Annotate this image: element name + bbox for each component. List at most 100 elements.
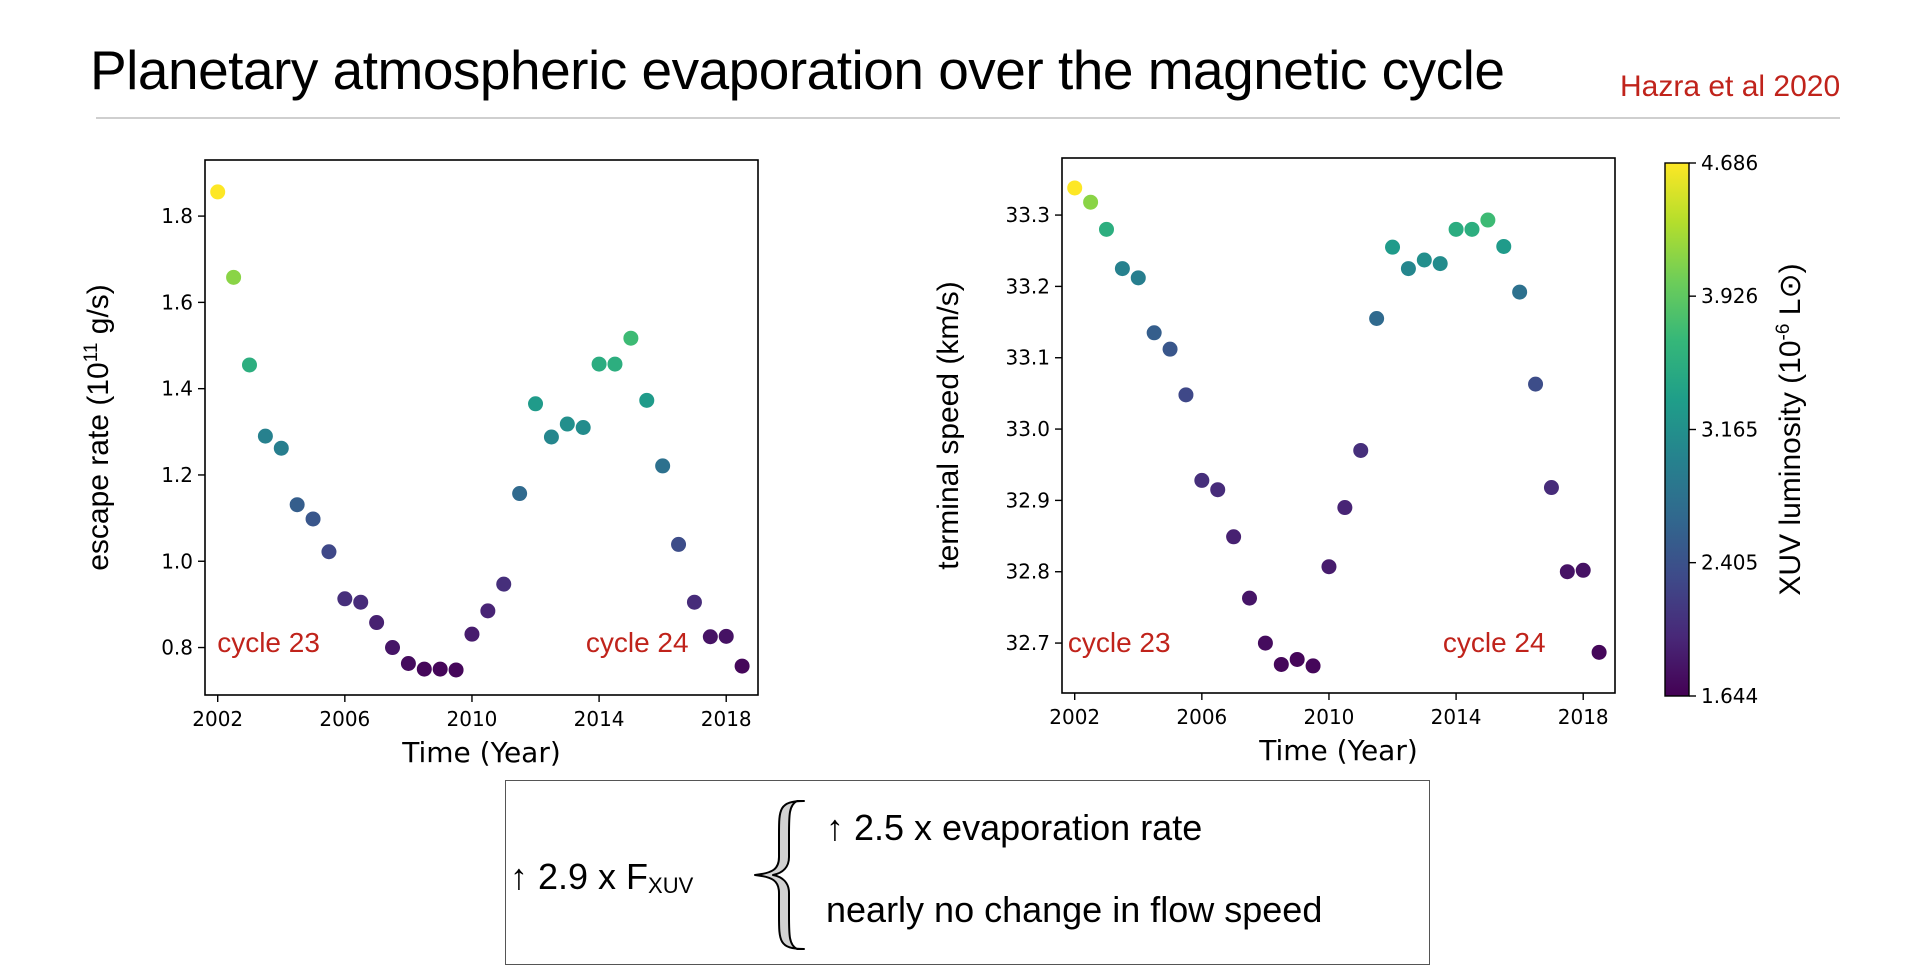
escape-data-point bbox=[448, 662, 464, 678]
escape-x-tick-label: 2006 bbox=[319, 707, 370, 731]
escape-data-point bbox=[337, 591, 353, 607]
escape-data-point bbox=[607, 356, 623, 372]
speed-data-point bbox=[1543, 480, 1559, 496]
escape-data-point bbox=[464, 626, 480, 642]
speed-data-point bbox=[1226, 529, 1242, 545]
escape-plot-frame bbox=[204, 159, 759, 696]
speed-data-point bbox=[1528, 376, 1544, 392]
escape-y-tick-label: 1.8 bbox=[161, 204, 193, 228]
speed-data-point bbox=[1114, 261, 1130, 277]
colorbar-tick-label: 4.686 bbox=[1701, 151, 1758, 175]
speed-y-tick-label: 33.0 bbox=[1005, 417, 1050, 441]
escape-y-axis-label: escape rate (1011 g/s) bbox=[81, 284, 115, 571]
escape-data-point bbox=[639, 392, 655, 408]
colorbar-label: XUV luminosity (10-6 L⊙) bbox=[1773, 263, 1807, 595]
escape-x-axis-label: Time (Year) bbox=[401, 736, 561, 769]
escape-x-tick-label: 2002 bbox=[192, 707, 243, 731]
speed-data-point bbox=[1448, 221, 1464, 237]
speed-data-point bbox=[1369, 311, 1385, 326]
speed-data-point bbox=[1464, 221, 1480, 237]
escape-y-tick-label: 1.2 bbox=[161, 463, 193, 487]
speed-y-axis-label: terminal speed (km/s) bbox=[932, 281, 965, 569]
speed-data-point bbox=[1098, 221, 1114, 237]
speed-y-tick-label: 33.3 bbox=[1005, 203, 1050, 227]
escape-data-point bbox=[226, 269, 242, 285]
escape-x-tick-label: 2014 bbox=[574, 707, 625, 731]
speed-y-tick-label: 32.7 bbox=[1005, 631, 1050, 655]
speed-x-axis-label: Time (Year) bbox=[1258, 734, 1418, 767]
colorbar bbox=[1664, 162, 1690, 697]
summary-box: ↑ 2.9 x FXUV ↑ 2.5 x evaporation rate ne… bbox=[505, 780, 1430, 965]
speed-x-tick-label: 2018 bbox=[1558, 705, 1609, 729]
escape-y-tick-label: 0.8 bbox=[161, 636, 193, 660]
escape-y-tick-label: 1.0 bbox=[161, 549, 193, 573]
speed-data-point bbox=[1575, 562, 1591, 578]
effect-flow-speed: nearly no change in flow speed bbox=[826, 889, 1323, 930]
escape-data-point bbox=[480, 603, 496, 619]
speed-y-tick-label: 33.1 bbox=[1005, 346, 1050, 370]
escape-data-point bbox=[543, 429, 559, 445]
speed-data-point bbox=[1496, 238, 1512, 254]
speed-data-point bbox=[1353, 442, 1369, 458]
speed-data-point bbox=[1210, 482, 1226, 498]
speed-x-tick-label: 2014 bbox=[1431, 705, 1482, 729]
colorbar-tick-label: 3.165 bbox=[1701, 418, 1758, 442]
escape-data-point bbox=[321, 544, 337, 560]
speed-y-tick-label: 32.9 bbox=[1005, 488, 1050, 512]
speed-data-point bbox=[1257, 635, 1273, 651]
escape-y-tick-label: 1.4 bbox=[161, 377, 193, 401]
speed-data-point bbox=[1242, 590, 1258, 606]
escape-annotation-cycle-24: cycle 24 bbox=[586, 627, 689, 658]
escape-data-point bbox=[385, 640, 401, 656]
speed-data-point bbox=[1559, 564, 1575, 580]
speed-data-point bbox=[1591, 644, 1607, 660]
escape-data-point bbox=[400, 656, 416, 672]
escape-data-point bbox=[528, 396, 544, 412]
escape-data-point bbox=[369, 615, 385, 631]
speed-data-point bbox=[1432, 256, 1448, 272]
speed-data-point bbox=[1146, 325, 1162, 341]
cause-subscript: XUV bbox=[648, 873, 694, 898]
speed-data-point bbox=[1512, 284, 1528, 300]
escape-data-point bbox=[432, 661, 448, 677]
speed-annotation-cycle-24: cycle 24 bbox=[1443, 627, 1546, 658]
speed-annotation-cycle-23: cycle 23 bbox=[1068, 627, 1171, 658]
escape-data-point bbox=[257, 428, 273, 444]
citation: Hazra et al 2020 bbox=[1620, 70, 1841, 103]
speed-data-point bbox=[1067, 180, 1083, 196]
escape-data-point bbox=[655, 458, 671, 474]
title-divider bbox=[96, 117, 1840, 119]
escape-data-point bbox=[623, 330, 639, 346]
curly-brace bbox=[754, 800, 805, 950]
colorbar-tick-label: 3.926 bbox=[1701, 284, 1758, 308]
speed-data-point bbox=[1194, 472, 1210, 488]
escape-data-point bbox=[496, 576, 512, 592]
speed-data-point bbox=[1385, 239, 1401, 255]
speed-data-point bbox=[1321, 559, 1337, 575]
escape-data-point bbox=[305, 511, 321, 527]
escape-x-tick-label: 2018 bbox=[701, 707, 752, 731]
escape-data-point bbox=[718, 628, 734, 644]
speed-data-point bbox=[1337, 500, 1353, 516]
speed-data-point bbox=[1178, 387, 1194, 403]
speed-y-tick-label: 32.8 bbox=[1005, 560, 1050, 584]
colorbar-tick-label: 2.405 bbox=[1701, 551, 1758, 575]
speed-data-point bbox=[1480, 212, 1496, 228]
escape-annotation-cycle-23: cycle 23 bbox=[217, 627, 320, 658]
speed-data-point bbox=[1083, 194, 1099, 210]
escape-y-tick-label: 1.6 bbox=[161, 290, 193, 314]
escape-data-point bbox=[591, 356, 607, 372]
escape-data-point bbox=[559, 416, 575, 432]
escape-data-point bbox=[353, 594, 369, 610]
speed-data-point bbox=[1400, 261, 1416, 277]
escape-data-point bbox=[671, 536, 687, 552]
colorbar-tick-label: 1.644 bbox=[1701, 684, 1758, 708]
escape-data-point bbox=[241, 357, 257, 373]
speed-y-tick-label: 33.2 bbox=[1005, 274, 1050, 298]
escape-data-point bbox=[686, 594, 702, 610]
cause-text: ↑ 2.9 x FXUV bbox=[510, 856, 693, 899]
speed-data-point bbox=[1289, 651, 1305, 667]
slide-title: Planetary atmospheric evaporation over t… bbox=[90, 39, 1505, 101]
speed-data-point bbox=[1130, 270, 1146, 286]
